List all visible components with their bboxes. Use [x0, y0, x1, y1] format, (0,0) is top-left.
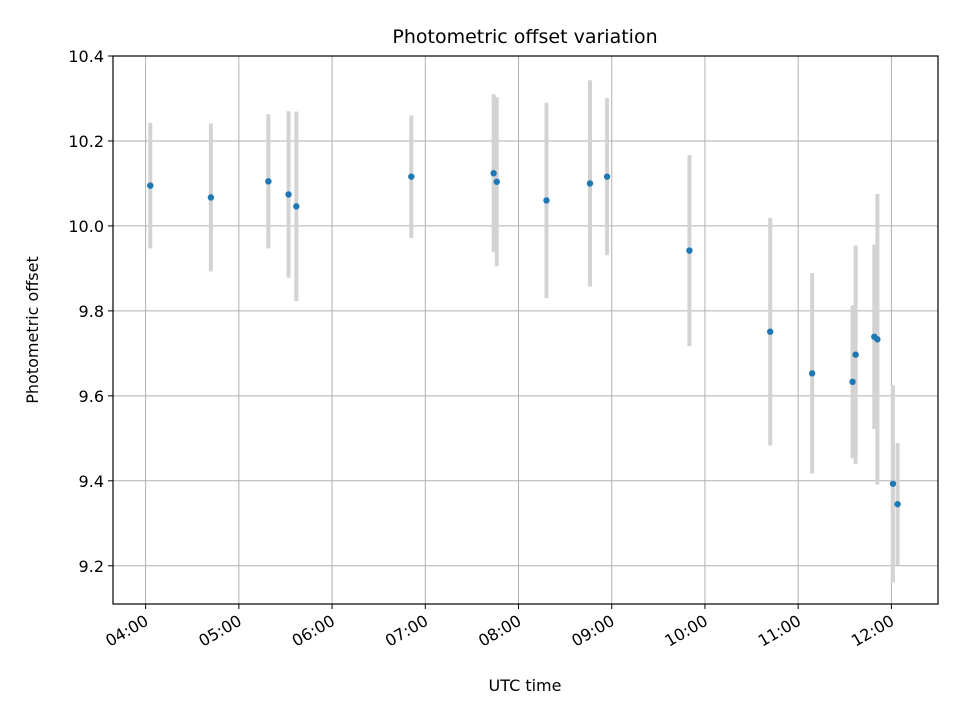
data-point [889, 480, 897, 487]
data-point [408, 173, 415, 180]
data-point [767, 328, 774, 335]
data-point [603, 173, 611, 180]
grid [113, 55, 938, 604]
data-point [543, 197, 550, 204]
data-point [849, 378, 856, 386]
data-point [490, 170, 497, 177]
chart-title: Photometric offset variation [392, 26, 657, 48]
y-tick-label: 9.4 [79, 472, 104, 491]
data-point [586, 180, 594, 187]
data-point [493, 178, 500, 185]
data-point [147, 182, 154, 189]
data-point [686, 247, 693, 254]
y-tick-label: 9.8 [79, 302, 104, 321]
x-axis-label: UTC time [489, 676, 562, 695]
y-tick-label: 10.2 [68, 132, 104, 151]
data-point [285, 191, 292, 198]
data-point [808, 370, 816, 377]
y-tick-label: 10.0 [68, 217, 104, 236]
y-tick-label: 9.2 [79, 557, 104, 576]
data-point [874, 336, 881, 343]
y-axis-label: Photometric offset [23, 256, 42, 404]
data-point [293, 203, 300, 210]
plot-frame [112, 55, 939, 605]
y-tick-label: 9.6 [79, 387, 104, 406]
data-point [207, 194, 215, 201]
data-point [894, 500, 901, 508]
data-points [147, 170, 901, 508]
y-tick-label: 10.4 [68, 47, 104, 66]
data-point [852, 351, 859, 358]
data-point [265, 178, 272, 185]
